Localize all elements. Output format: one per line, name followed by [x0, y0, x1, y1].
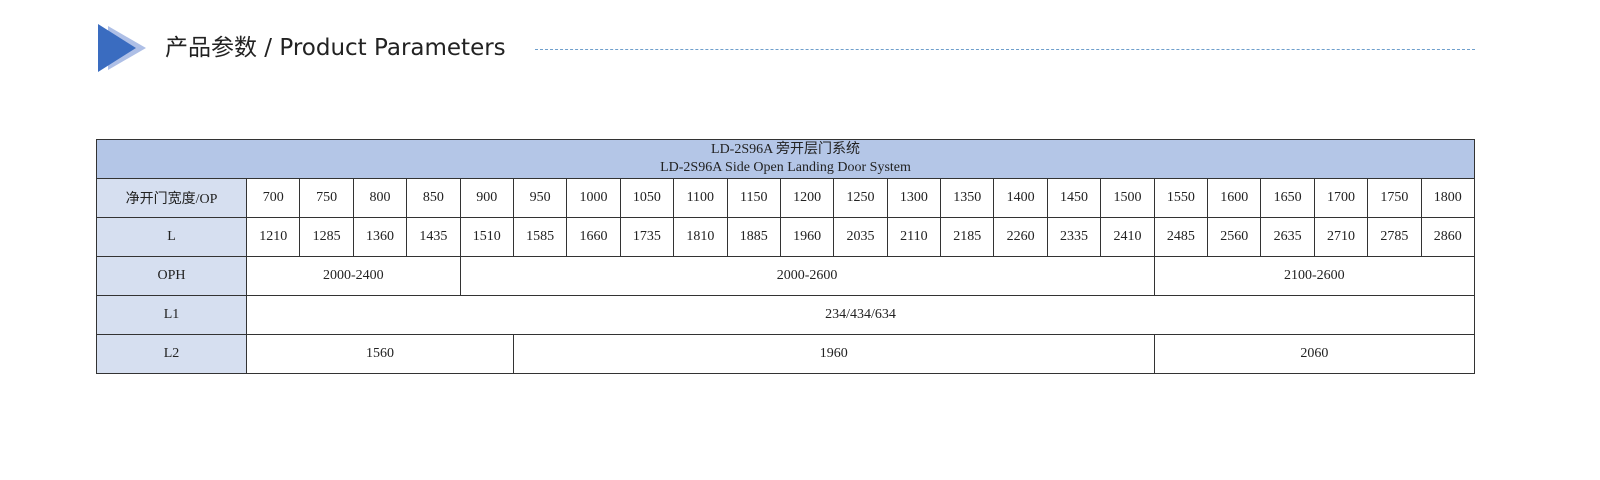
cell: 1560: [246, 334, 514, 374]
cell: 2060: [1153, 334, 1476, 374]
cell: 1700: [1313, 178, 1369, 218]
cell: 1350: [940, 178, 995, 218]
cell: 2635: [1260, 217, 1315, 257]
row-label: OPH: [96, 256, 247, 296]
cell: 2035: [833, 217, 888, 257]
table-title-line: LD-2S96A 旁开层门系统: [711, 142, 860, 157]
cell: 1600: [1207, 178, 1262, 218]
cell: 2185: [940, 217, 995, 257]
cell: 2110: [886, 217, 942, 257]
cell: 234/434/634: [246, 295, 1475, 335]
cell: 2335: [1046, 217, 1102, 257]
cell: 1435: [406, 217, 461, 257]
cell: 1885: [726, 217, 781, 257]
param-table: LD-2S96A 旁开层门系统 LD-2S96A Side Open Landin…: [96, 139, 1476, 374]
cell: 1585: [512, 217, 568, 257]
cell: 2710: [1313, 217, 1369, 257]
cell: 2485: [1153, 217, 1209, 257]
cell: 1150: [726, 178, 781, 218]
table-title-row: LD-2S96A 旁开层门系统 LD-2S96A Side Open Landin…: [96, 139, 1475, 179]
row-label: 净开门宽度/OP: [96, 178, 247, 218]
cell: 2560: [1207, 217, 1262, 257]
cell: 900: [459, 178, 514, 218]
row-label: L: [96, 217, 247, 257]
table-row: L1 234/434/634: [96, 295, 1475, 335]
table-title: LD-2S96A 旁开层门系统 LD-2S96A Side Open Landin…: [96, 139, 1475, 179]
header-icon: [98, 24, 146, 72]
cell: 1650: [1260, 178, 1315, 218]
cell: 1300: [886, 178, 942, 218]
cell: 2100-2600: [1153, 256, 1476, 296]
table-row: OPH 2000-2400 2000-2600 2100-2600: [96, 256, 1476, 296]
cell: 1500: [1100, 178, 1155, 218]
cell: 2860: [1420, 217, 1476, 257]
header-title: 产品参数 / Product Parameters: [165, 35, 506, 61]
cell: 1210: [245, 217, 301, 257]
cell: 1810: [673, 217, 728, 257]
cell: 1285: [299, 217, 354, 257]
cell: 1550: [1153, 178, 1209, 218]
cell: 700: [245, 178, 301, 218]
cell: 1735: [619, 217, 675, 257]
row-label: L2: [96, 334, 247, 374]
cell: 950: [512, 178, 568, 218]
cell: 2410: [1100, 217, 1155, 257]
cell: 2000-2600: [459, 256, 1155, 296]
table-row: L2 1560 1960 2060: [96, 334, 1476, 374]
cell: 1510: [459, 217, 514, 257]
cell: 800: [352, 178, 408, 218]
row-label: L1: [96, 295, 247, 335]
cell: 1960: [779, 217, 835, 257]
cell: 1200: [779, 178, 835, 218]
cell: 2260: [993, 217, 1048, 257]
cell: 2000-2400: [246, 256, 461, 296]
cell: 1800: [1420, 178, 1476, 218]
cell: 1360: [352, 217, 408, 257]
cell: 2785: [1367, 217, 1422, 257]
cell: 1250: [833, 178, 888, 218]
cell: 1750: [1367, 178, 1422, 218]
table-row: L 1210 1285 1360 1435 1510 1585 1660 1735 1810 188…: [96, 217, 1476, 257]
cell: 750: [299, 178, 354, 218]
table-row: 净开门宽度/OP 700 750 800 850 900 950 1000 1050 1100 11…: [96, 178, 1476, 218]
cell: 850: [406, 178, 461, 218]
cell: 1660: [566, 217, 621, 257]
cell: 1000: [566, 178, 621, 218]
header-rule: [535, 49, 1475, 50]
cell: 1100: [673, 178, 728, 218]
table-title-line: LD-2S96A Side Open Landing Door System: [660, 160, 911, 175]
cell: 1450: [1046, 178, 1102, 218]
cell: 1050: [619, 178, 675, 218]
cell: 1400: [993, 178, 1048, 218]
cell: 1960: [512, 334, 1155, 374]
